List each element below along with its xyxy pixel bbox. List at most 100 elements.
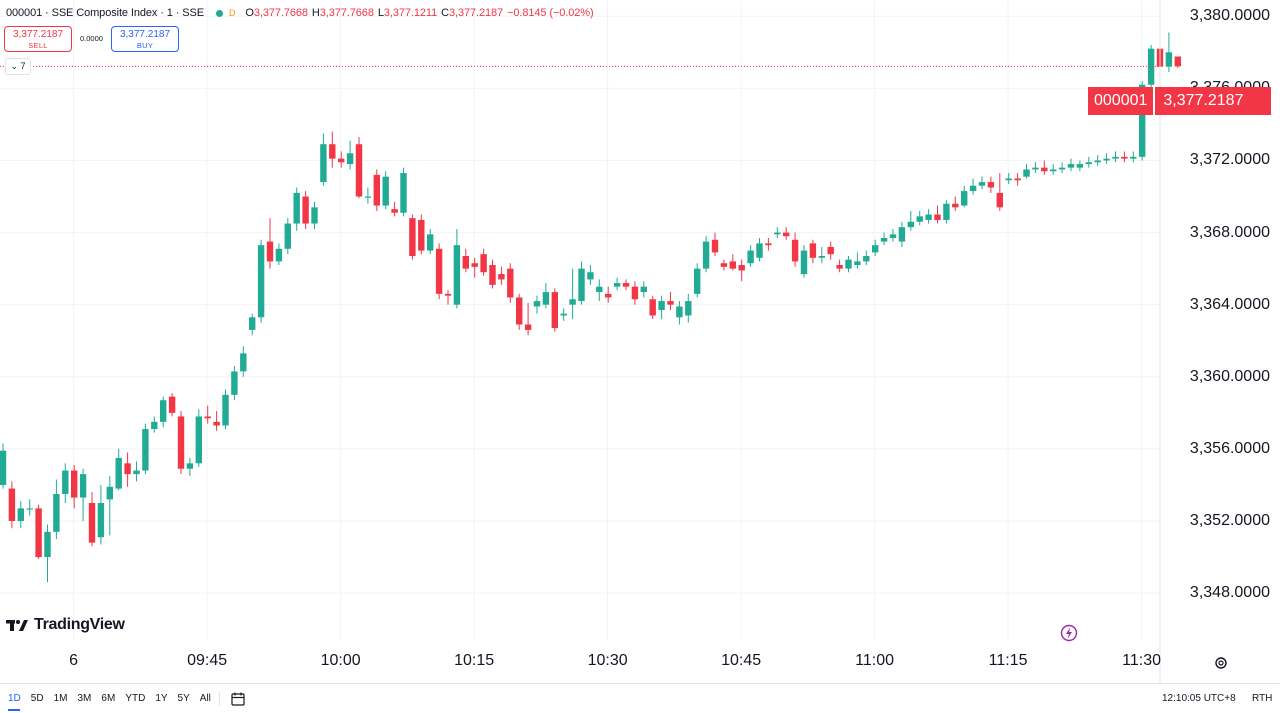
range-3m[interactable]: 3M: [77, 693, 92, 704]
candle-up: [880, 237, 888, 242]
settings-gear-icon[interactable]: [1214, 656, 1228, 670]
candle-down: [1174, 56, 1181, 67]
time-tick-label: 10:30: [587, 652, 628, 669]
candle-up: [382, 176, 389, 206]
candle-down: [435, 248, 443, 294]
candle-up: [676, 306, 683, 318]
tradingview-brand[interactable]: TradingView: [6, 616, 125, 634]
candle-down: [1041, 167, 1048, 172]
price-tick-label: 3,368.0000: [1189, 223, 1270, 241]
range-1m[interactable]: 1M: [53, 693, 68, 704]
candle-down: [338, 158, 345, 163]
lightning-icon[interactable]: [1060, 624, 1078, 642]
indicators-count: 7: [20, 61, 26, 71]
price-tick-label: 3,352.0000: [1189, 512, 1270, 529]
candle-up: [702, 241, 710, 269]
open-value: 3,377.7668: [253, 7, 308, 19]
candle-up: [293, 192, 300, 224]
candle-down: [71, 470, 78, 498]
high-value: 3,377.7668: [319, 7, 374, 19]
candle-down: [266, 241, 274, 262]
buy-price: 3,377.2187: [119, 29, 171, 40]
candle-up: [249, 317, 256, 330]
candle-up: [62, 470, 69, 494]
candle-up: [1139, 84, 1146, 157]
calendar-icon[interactable]: [230, 691, 246, 707]
low-label: L: [377, 7, 384, 19]
range-1y[interactable]: 1Y: [155, 693, 168, 704]
candlestick-chart[interactable]: [0, 0, 1280, 683]
candle-down: [649, 299, 656, 316]
candle-up: [400, 173, 407, 213]
brand-name: TradingView: [34, 616, 125, 633]
close-value: 3,377.2187: [448, 7, 504, 19]
candle-down: [498, 274, 505, 280]
candle-down: [1121, 156, 1128, 159]
candle-up: [17, 508, 24, 522]
candle-up: [1050, 169, 1057, 172]
symbol-title[interactable]: 000001 · SSE Composite Index · 1 · SSE: [6, 7, 204, 19]
bottom-toolbar: 1D 5D 1M 3M 6M YTD 1Y 5Y All 12:10:05 UT…: [0, 683, 1280, 713]
buy-button[interactable]: 3,377.2187 BUY: [111, 26, 179, 52]
candle-up: [1094, 160, 1101, 163]
candle-down: [471, 263, 478, 267]
candle-up: [542, 292, 550, 305]
candle-down: [88, 502, 96, 543]
open-label: O: [245, 7, 254, 19]
range-5d[interactable]: 5D: [30, 693, 44, 704]
time-tick-label: 6: [69, 652, 79, 669]
high-label: H: [311, 7, 320, 19]
candle-up: [1032, 167, 1039, 170]
candle-up: [872, 245, 879, 253]
range-ytd[interactable]: YTD: [125, 693, 146, 704]
candle-up: [1023, 169, 1030, 177]
sell-button[interactable]: 3,377.2187 SELL: [4, 26, 72, 52]
session-rth[interactable]: RTH: [1252, 693, 1273, 704]
price-tick-label: 3,380.0000: [1189, 7, 1270, 25]
candle-up: [685, 301, 692, 316]
candle-up: [346, 153, 354, 165]
range-all[interactable]: All: [199, 693, 211, 704]
candle-down: [444, 293, 452, 296]
tradingview-logo-icon: [6, 619, 28, 631]
candle-up: [1058, 167, 1066, 170]
candle-up: [320, 144, 327, 183]
change-value: −0.8145 (−0.02%): [507, 7, 594, 19]
range-6m[interactable]: 6M: [101, 693, 116, 704]
candle-down: [711, 239, 719, 253]
candle-down: [391, 209, 398, 213]
candle-down: [355, 144, 363, 197]
candle-up: [898, 227, 906, 242]
candle-up: [640, 286, 647, 293]
candle-down: [329, 144, 336, 159]
candle-down: [765, 243, 772, 246]
candle-up: [916, 216, 923, 222]
candle-down: [934, 214, 941, 220]
candle-up: [800, 250, 808, 275]
range-5y[interactable]: 5Y: [177, 693, 190, 704]
time-tick-label: 11:00: [855, 652, 895, 669]
candle-up: [427, 234, 434, 251]
range-1d[interactable]: 1D: [8, 693, 21, 711]
candle-up: [311, 207, 318, 224]
price-tick-label: 3,356.0000: [1189, 439, 1270, 457]
candle-up: [1112, 156, 1119, 159]
candle-down: [827, 246, 834, 255]
candle-up: [907, 221, 914, 228]
candle-down: [124, 463, 131, 475]
candle-up: [560, 313, 567, 316]
last-price-value: 3,377.2187: [1155, 87, 1272, 115]
candle-up: [186, 463, 194, 469]
candle-down: [524, 324, 532, 330]
indicators-toggle[interactable]: ⌄ 7: [5, 58, 31, 75]
candle-up: [596, 286, 603, 293]
clock-timezone[interactable]: 12:10:05 UTC+8: [1162, 693, 1236, 704]
candle-down: [373, 174, 380, 206]
candle-up: [774, 232, 781, 235]
candle-up: [0, 450, 7, 485]
delay-badge: D: [228, 8, 236, 18]
toolbar-separator: [219, 692, 220, 706]
candle-up: [1085, 162, 1092, 165]
candle-up: [364, 196, 372, 198]
candle-up: [845, 259, 852, 269]
